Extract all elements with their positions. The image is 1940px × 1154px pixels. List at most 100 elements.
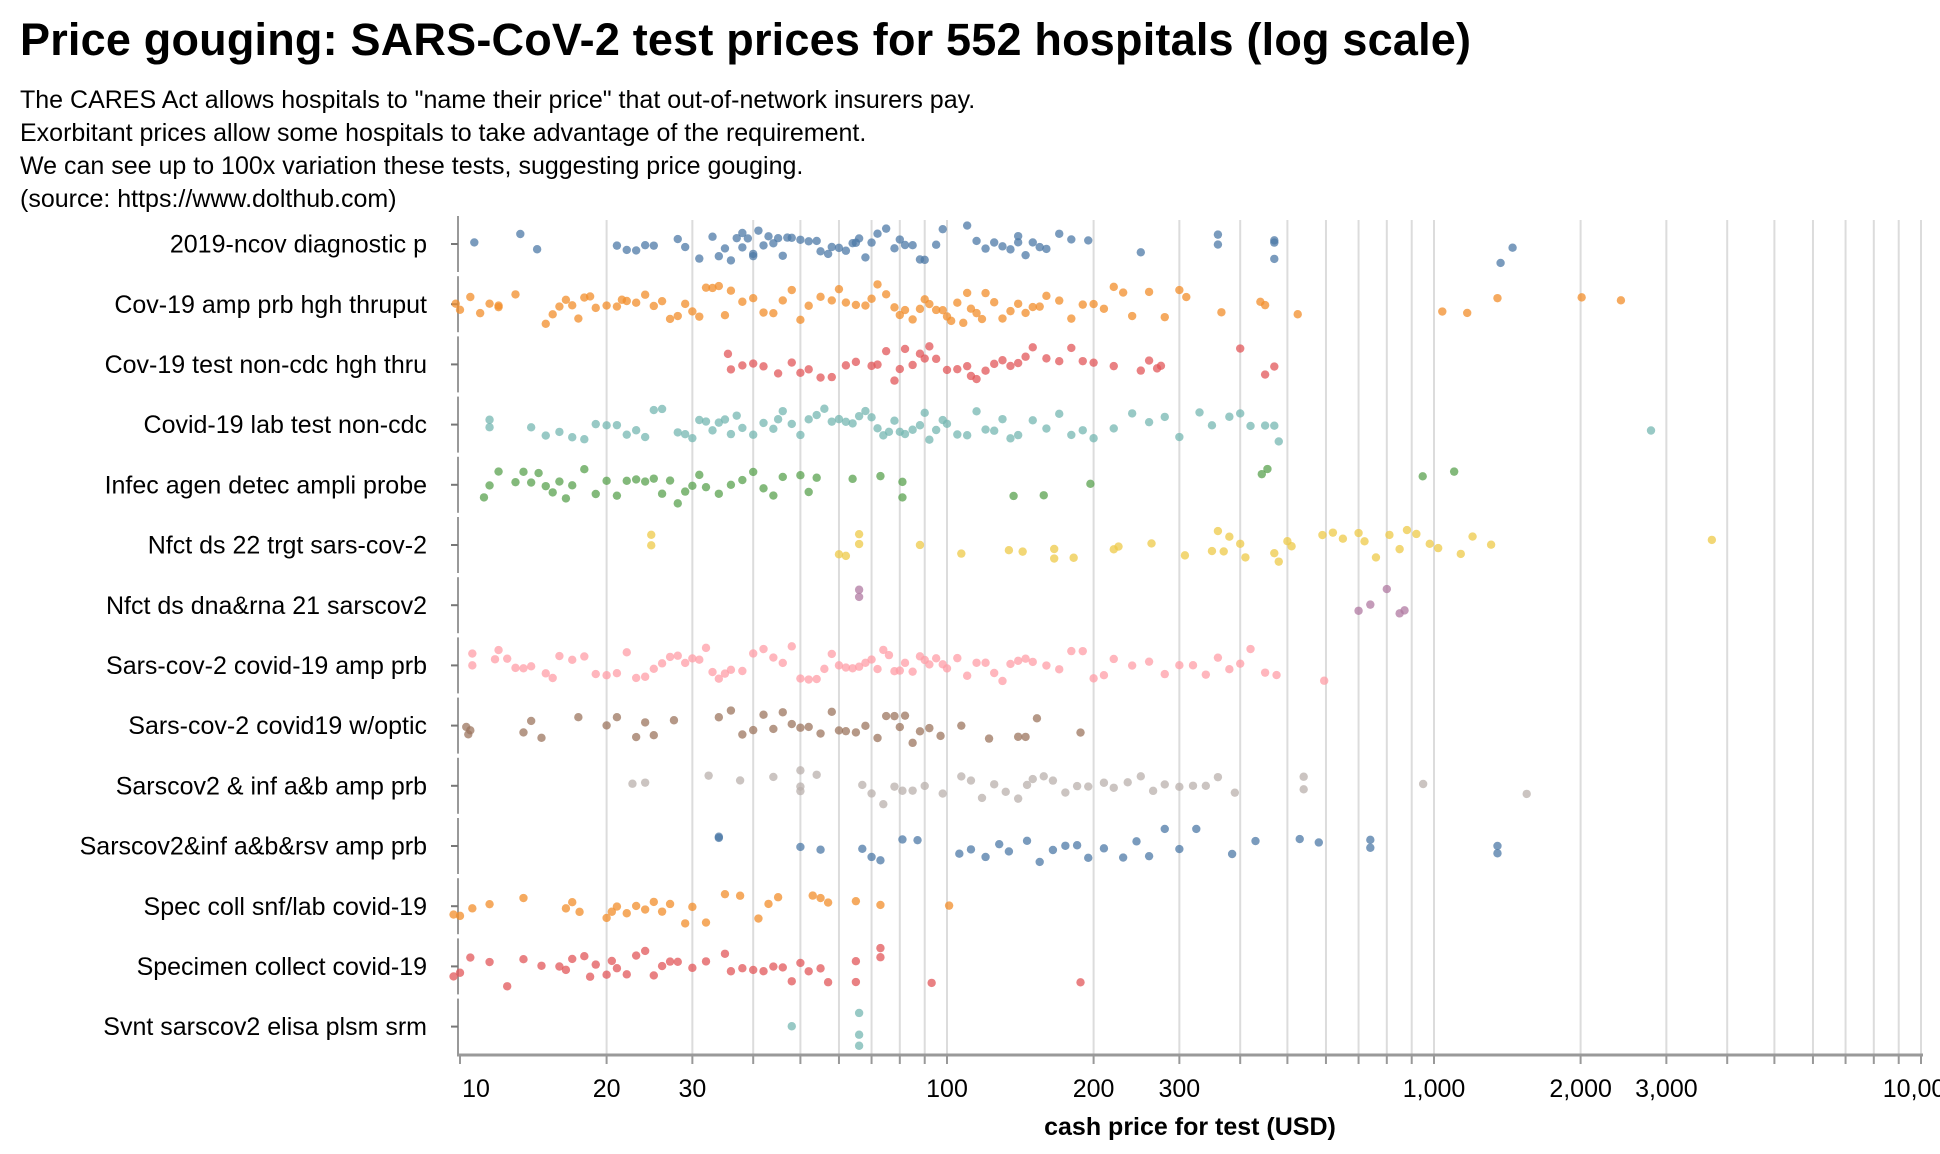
- data-point: [1366, 835, 1375, 845]
- data-point: [1109, 424, 1118, 433]
- data-point: [998, 242, 1007, 251]
- data-point: [519, 664, 528, 673]
- data-point: [1035, 242, 1044, 252]
- data-point: [714, 252, 724, 261]
- data-point: [602, 301, 611, 310]
- data-point: [749, 965, 758, 975]
- data-point: [884, 650, 894, 660]
- data-point: [848, 664, 857, 673]
- data-point: [479, 493, 489, 502]
- data-point: [612, 302, 622, 311]
- data-point: [695, 312, 704, 321]
- data-point: [908, 738, 917, 748]
- data-point: [749, 649, 758, 658]
- data-point: [541, 319, 550, 328]
- data-point: [591, 419, 600, 429]
- data-point: [879, 645, 888, 655]
- data-point: [796, 430, 805, 440]
- data-point: [861, 253, 870, 262]
- data-point: [867, 294, 876, 303]
- data-point: [1136, 366, 1145, 375]
- data-point: [622, 296, 631, 306]
- data-point: [1013, 794, 1023, 803]
- data-point: [738, 361, 747, 370]
- data-point: [1260, 668, 1270, 677]
- data-point: [816, 292, 825, 302]
- data-point: [851, 977, 861, 987]
- data-point: [1006, 434, 1015, 443]
- data-point: [485, 423, 494, 432]
- data-point: [977, 793, 987, 803]
- data-point: [1035, 302, 1044, 311]
- data-point: [732, 411, 741, 420]
- data-point: [1006, 245, 1015, 254]
- data-point: [796, 471, 805, 480]
- row-label: Nfct ds dna&rna 21 sarscov2: [106, 592, 427, 620]
- data-point: [1295, 834, 1304, 844]
- data-point: [1354, 528, 1363, 538]
- data-point: [873, 664, 882, 674]
- data-point: [1127, 661, 1137, 670]
- data-point: [612, 491, 622, 500]
- x-tick-label: 10,000: [1883, 1075, 1940, 1103]
- data-point: [701, 417, 711, 426]
- data-point: [1156, 361, 1166, 371]
- data-point: [622, 970, 631, 979]
- data-point: [519, 728, 528, 737]
- x-tick-label: 1,000: [1403, 1075, 1466, 1103]
- data-point: [1144, 287, 1154, 297]
- data-point: [851, 728, 861, 737]
- data-point: [754, 226, 763, 235]
- data-point: [1217, 308, 1226, 317]
- data-point: [720, 949, 730, 958]
- data-point: [1577, 293, 1586, 302]
- data-point: [1236, 344, 1245, 353]
- data-point: [726, 365, 736, 374]
- data-point: [759, 362, 768, 371]
- data-point: [561, 904, 571, 913]
- data-point: [1013, 231, 1023, 241]
- data-point: [1227, 849, 1237, 859]
- data-point: [1049, 544, 1059, 554]
- data-point: [816, 373, 825, 382]
- data-point: [759, 241, 768, 250]
- data-point: [1616, 296, 1626, 305]
- data-point: [622, 430, 631, 439]
- data-point: [1118, 288, 1128, 297]
- data-point: [701, 643, 711, 653]
- row-label: Sarscov2 & inf a&b amp prb: [116, 772, 427, 800]
- data-point: [1207, 421, 1217, 430]
- data-point: [640, 778, 650, 787]
- data-point: [876, 900, 885, 910]
- data-point: [1147, 539, 1156, 548]
- data-point: [494, 302, 503, 312]
- data-point: [591, 669, 600, 679]
- data-point: [1468, 532, 1477, 541]
- data-point: [1299, 772, 1308, 781]
- data-point: [720, 244, 730, 253]
- data-point: [787, 1022, 796, 1031]
- data-point: [708, 667, 717, 677]
- data-point: [769, 491, 778, 500]
- data-point: [851, 357, 861, 367]
- data-point: [743, 234, 753, 243]
- data-point: [1195, 408, 1204, 417]
- data-point: [602, 913, 611, 923]
- data-point: [925, 299, 934, 309]
- data-point: [526, 716, 536, 726]
- data-point: [455, 968, 465, 977]
- data-point: [519, 954, 528, 964]
- data-point: [468, 904, 477, 913]
- data-point: [1318, 530, 1327, 540]
- data-point: [827, 242, 836, 252]
- data-point: [1076, 728, 1085, 737]
- data-point: [908, 240, 917, 250]
- data-point: [998, 676, 1007, 686]
- data-point: [622, 245, 631, 255]
- data-point: [612, 964, 622, 973]
- data-point: [816, 247, 825, 256]
- data-point: [854, 1041, 864, 1050]
- data-point: [720, 889, 730, 899]
- data-point: [816, 964, 825, 973]
- data-point: [876, 943, 885, 953]
